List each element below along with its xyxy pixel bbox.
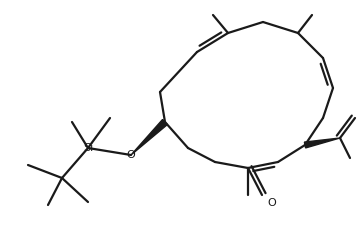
Text: O: O (127, 150, 135, 160)
Polygon shape (131, 120, 168, 155)
Text: Si: Si (83, 143, 93, 153)
Polygon shape (304, 138, 340, 148)
Text: O: O (267, 198, 276, 208)
